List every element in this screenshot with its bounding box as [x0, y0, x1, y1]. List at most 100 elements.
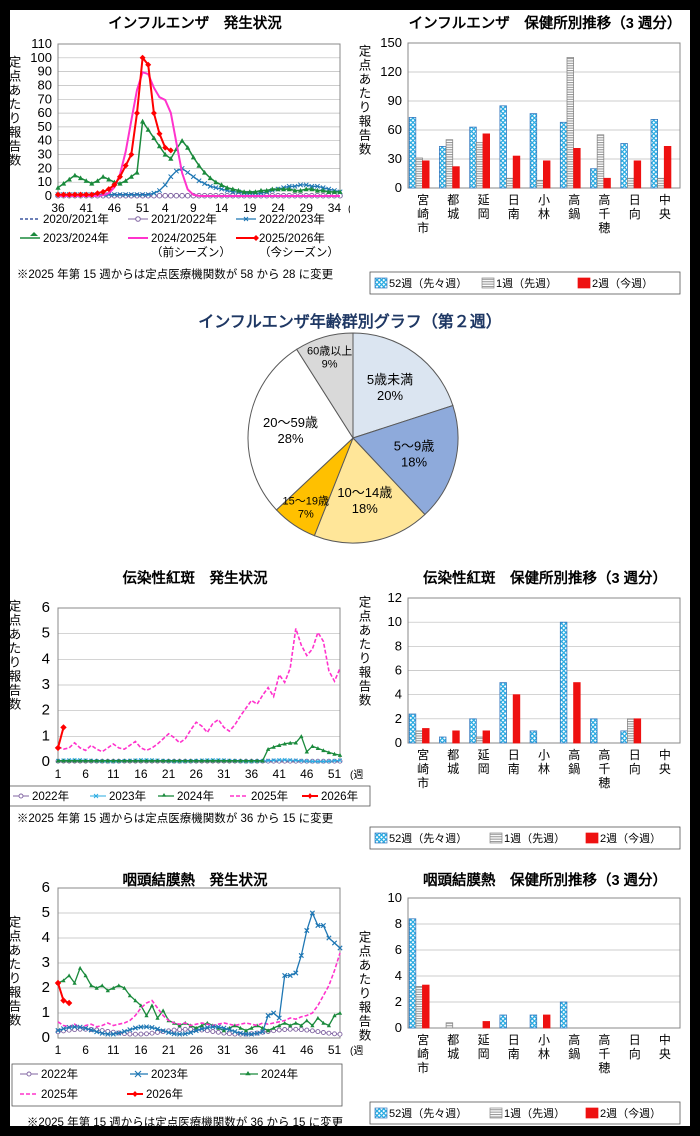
svg-text:点: 点: [9, 930, 22, 944]
svg-text:2週（今週）: 2週（今週）: [592, 276, 653, 290]
svg-text:数: 数: [359, 142, 372, 157]
svg-text:46: 46: [300, 767, 314, 781]
svg-text:6: 6: [395, 663, 402, 678]
svg-text:告: 告: [9, 1000, 22, 1014]
svg-text:報: 報: [359, 115, 372, 129]
svg-text:向: 向: [629, 1046, 641, 1061]
svg-text:60: 60: [388, 122, 402, 137]
svg-text:り: り: [9, 972, 22, 986]
svg-text:向: 向: [629, 206, 641, 221]
svg-text:1: 1: [55, 767, 62, 781]
svg-text:告: 告: [9, 684, 22, 698]
svg-text:穂: 穂: [598, 1061, 610, 1075]
svg-text:インフルエンザ年齢群別グラフ（第２週）: インフルエンザ年齢群別グラフ（第２週）: [198, 312, 502, 331]
svg-text:千: 千: [598, 1047, 610, 1061]
svg-text:定: 定: [359, 930, 372, 945]
svg-text:1: 1: [55, 1043, 62, 1057]
svg-text:30: 30: [388, 151, 402, 166]
svg-text:点: 点: [9, 614, 22, 628]
svg-text:52週（先々週）: 52週（先々週）: [389, 277, 467, 290]
svg-text:鍋: 鍋: [568, 1046, 580, 1061]
svg-text:た: た: [359, 973, 372, 987]
svg-text:城: 城: [447, 762, 459, 776]
svg-text:2: 2: [395, 994, 402, 1009]
svg-text:※2025 年第 15 週からは定点医療機関数が 58 から: ※2025 年第 15 週からは定点医療機関数が 58 から 28 に変更: [17, 267, 334, 281]
svg-text:1: 1: [42, 1004, 50, 1021]
svg-text:2週（今週）: 2週（今週）: [600, 1106, 661, 1120]
svg-text:点: 点: [359, 59, 372, 73]
svg-text:21: 21: [162, 1043, 176, 1057]
svg-text:城: 城: [447, 207, 459, 221]
svg-text:6: 6: [42, 599, 50, 616]
svg-text:た: た: [9, 958, 22, 972]
svg-text:千: 千: [598, 762, 610, 776]
svg-text:数: 数: [9, 1013, 22, 1028]
svg-text:100: 100: [30, 50, 52, 65]
svg-text:央: 央: [659, 762, 671, 776]
svg-text:数: 数: [9, 153, 22, 168]
svg-text:18%: 18%: [401, 455, 427, 470]
svg-text:4: 4: [395, 968, 402, 983]
svg-text:2: 2: [42, 979, 50, 996]
svg-text:崎: 崎: [417, 762, 429, 776]
svg-text:51: 51: [328, 767, 342, 781]
svg-text:定: 定: [9, 55, 22, 70]
svg-text:51: 51: [328, 1043, 342, 1057]
svg-text:1週（先週）: 1週（先週）: [504, 1107, 565, 1120]
svg-text:点: 点: [359, 945, 372, 959]
svg-text:8: 8: [395, 916, 402, 931]
svg-text:2025年: 2025年: [41, 1087, 78, 1101]
svg-text:林: 林: [538, 762, 550, 776]
svg-text:51: 51: [136, 201, 150, 215]
svg-text:岡: 岡: [478, 762, 490, 776]
svg-text:2026年: 2026年: [321, 789, 358, 803]
svg-text:8: 8: [395, 638, 402, 653]
svg-text:市: 市: [417, 775, 429, 790]
svg-text:林: 林: [538, 1047, 550, 1061]
svg-text:穂: 穂: [598, 221, 610, 235]
svg-text:南: 南: [508, 761, 520, 776]
svg-text:4: 4: [42, 650, 50, 667]
svg-text:12: 12: [388, 590, 402, 605]
svg-text:た: た: [9, 642, 22, 656]
svg-text:小: 小: [538, 193, 550, 207]
svg-text:10: 10: [388, 890, 402, 905]
svg-text:0: 0: [42, 753, 50, 770]
svg-text:高: 高: [598, 1032, 610, 1047]
svg-text:数: 数: [9, 697, 22, 712]
svg-text:延: 延: [478, 193, 490, 207]
svg-text:宮: 宮: [417, 192, 429, 207]
svg-text:11: 11: [107, 767, 120, 781]
svg-text:林: 林: [538, 207, 550, 221]
svg-text:あ: あ: [9, 628, 22, 642]
svg-text:定: 定: [9, 915, 22, 930]
svg-text:り: り: [9, 656, 22, 670]
svg-text:市: 市: [417, 220, 429, 235]
svg-text:14: 14: [215, 201, 229, 215]
svg-text:30: 30: [38, 147, 52, 162]
svg-text:（今シーズン）: （今シーズン）: [259, 245, 339, 259]
svg-text:46: 46: [300, 1043, 314, 1057]
svg-text:定: 定: [9, 599, 22, 614]
svg-text:報: 報: [9, 670, 22, 684]
svg-text:2023年: 2023年: [109, 789, 146, 803]
svg-text:150: 150: [380, 35, 402, 50]
svg-text:た: た: [359, 87, 372, 101]
svg-text:60歳以上: 60歳以上: [307, 344, 352, 357]
svg-text:宮: 宮: [417, 747, 429, 762]
svg-text:46: 46: [108, 201, 122, 215]
svg-text:岡: 岡: [478, 1047, 490, 1061]
svg-text:※2025 年第 15 週からは定点医療機関数が 36 から: ※2025 年第 15 週からは定点医療機関数が 36 から 15 に変更: [17, 811, 334, 825]
svg-text:(週: (週: [350, 769, 363, 781]
svg-text:点: 点: [9, 70, 22, 84]
svg-text:中: 中: [659, 1032, 671, 1047]
svg-text:110: 110: [31, 36, 52, 51]
svg-text:41: 41: [273, 767, 287, 781]
svg-text:2023/2024年: 2023/2024年: [43, 231, 109, 245]
svg-text:告: 告: [359, 129, 372, 143]
svg-text:5〜9歳: 5〜9歳: [394, 439, 434, 454]
svg-text:1: 1: [42, 727, 50, 744]
svg-text:28%: 28%: [277, 431, 303, 446]
svg-text:南: 南: [508, 206, 520, 221]
svg-text:り: り: [359, 987, 372, 1001]
